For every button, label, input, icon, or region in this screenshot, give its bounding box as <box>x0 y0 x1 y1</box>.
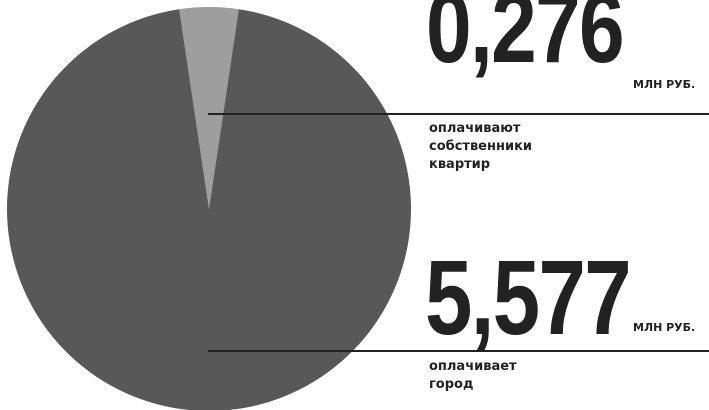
slice-1-caption-line-1: оплачивает <box>429 359 517 374</box>
slice-0-caption-line-2: собственники <box>429 139 532 154</box>
pie-slice-0 <box>179 6 239 209</box>
pie-slice-1 <box>7 9 411 410</box>
slice-1-unit: МЛН РУБ. <box>633 321 695 334</box>
slice-0-caption-line-1: оплачивают <box>429 121 521 136</box>
slice-1-value: 5,577 <box>425 239 630 357</box>
pie-slices <box>7 6 411 410</box>
slice-1-caption-line-2: город <box>429 377 473 392</box>
slice-0-caption-line-3: квартир <box>429 157 490 172</box>
slice-0-unit: МЛН РУБ. <box>633 78 695 91</box>
leader-lines <box>208 113 709 352</box>
slice-0-value: 0,276 <box>426 0 623 84</box>
